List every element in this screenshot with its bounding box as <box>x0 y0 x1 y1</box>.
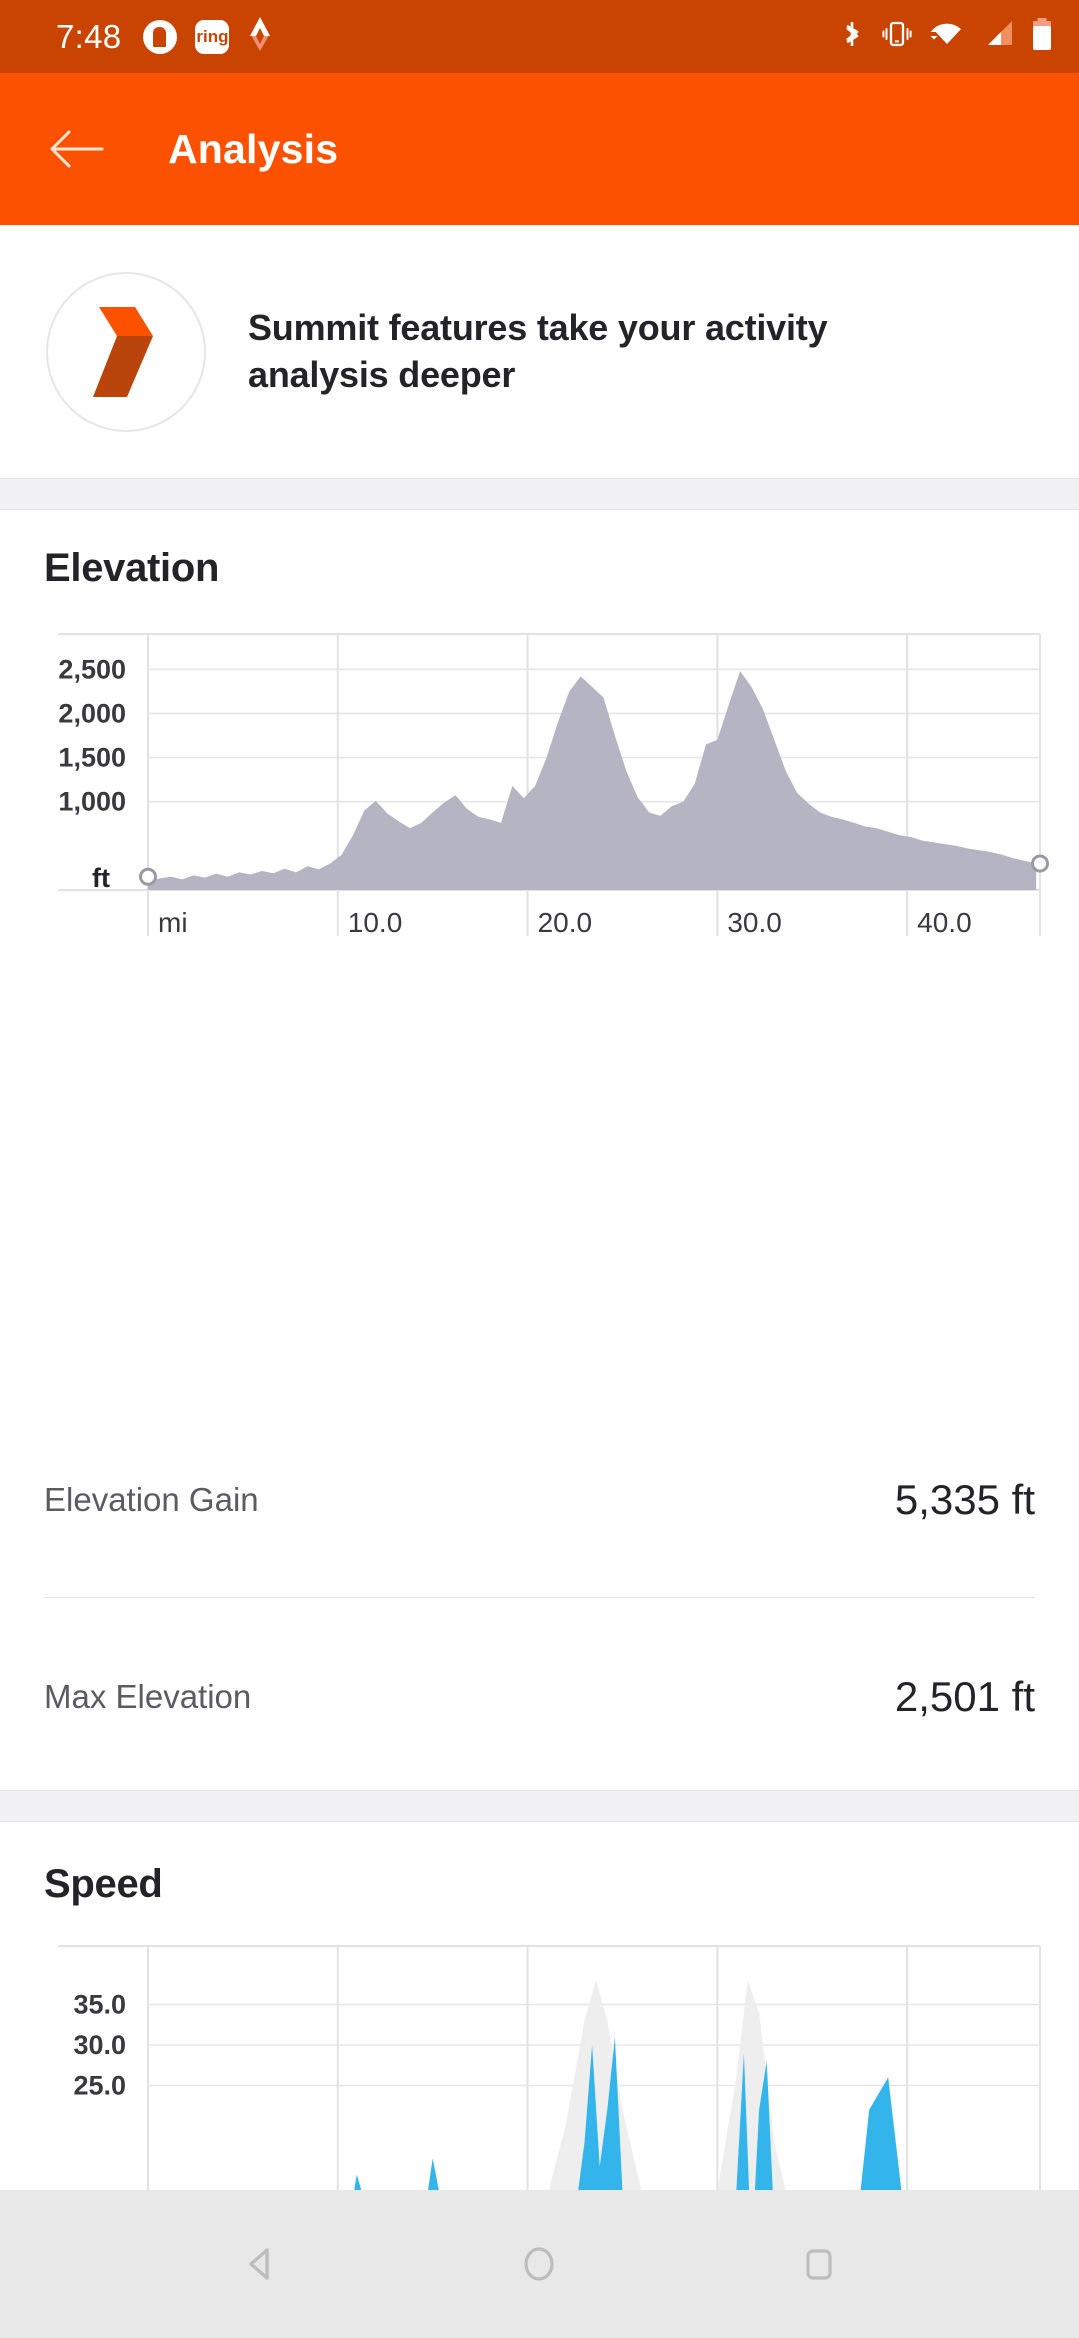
svg-text:30.0: 30.0 <box>727 907 782 938</box>
summit-chevron-icon <box>93 306 153 397</box>
speed-section-title: Speed <box>44 1862 163 1906</box>
recents-square-icon <box>806 2249 832 2280</box>
svg-text:1,000: 1,000 <box>58 787 126 817</box>
page-title: Analysis <box>168 125 339 172</box>
svg-text:10.0: 10.0 <box>348 907 403 938</box>
arrow-left-icon <box>50 130 104 168</box>
stat-value: 2,501 ft <box>894 1673 1035 1720</box>
nav-home-button[interactable] <box>479 2242 599 2286</box>
svg-text:ft: ft <box>92 863 110 893</box>
stat-row-max-elevation: Max Elevation 2,501 ft <box>0 1597 1079 1797</box>
elevation-chart[interactable]: 1,000 1,500 2,000 2,500 ft mi 10.0 20.0 30.0 40.0 <box>0 628 1079 968</box>
svg-text:35.0: 35.0 <box>73 1990 126 2020</box>
svg-text:mi: mi <box>158 907 188 938</box>
svg-text:1,500: 1,500 <box>58 743 126 773</box>
svg-text:2,500: 2,500 <box>58 654 126 684</box>
ring-icon: ring <box>195 19 230 54</box>
app-bar: Analysis <box>0 73 1079 225</box>
status-bar-clock: 7:48 <box>56 17 122 55</box>
svg-text:25.0: 25.0 <box>73 2071 126 2101</box>
elevation-chart-svg: 1,000 1,500 2,000 2,500 ft mi 10.0 20.0 30.0 40.0 <box>58 633 1049 938</box>
summit-promo-text: Summit features take your activity analy… <box>248 306 828 395</box>
nav-recents-button[interactable] <box>759 2242 879 2286</box>
stat-label: Max Elevation <box>44 1678 252 1715</box>
status-bar-system-icons <box>839 17 1053 56</box>
svg-text:30.0: 30.0 <box>73 2030 126 2060</box>
android-nav-bar <box>0 2190 1079 2338</box>
stat-label: Elevation Gain <box>44 1481 259 1518</box>
battery-icon <box>1031 17 1053 56</box>
section-divider-2 <box>0 1790 1079 1822</box>
bluetooth-icon <box>839 18 865 55</box>
summit-promo-banner[interactable]: Summit features take your activity analy… <box>0 225 1079 478</box>
stat-row-elevation-gain: Elevation Gain 5,335 ft <box>0 1400 1079 1600</box>
status-bar: 7:48 ring <box>0 0 1079 73</box>
wifi-icon <box>929 19 965 54</box>
cell-signal-icon <box>982 19 1014 54</box>
elevation-section-title: Elevation <box>44 546 220 590</box>
back-triangle-icon <box>249 2248 269 2280</box>
svg-text:2,000: 2,000 <box>58 698 126 728</box>
speed-chart[interactable]: 35.0 30.0 25.0 <box>0 1940 1079 2190</box>
svg-text:20.0: 20.0 <box>538 907 593 938</box>
stat-value: 5,335 ft <box>894 1476 1035 1523</box>
back-button[interactable] <box>26 127 126 171</box>
speed-chart-svg: 35.0 30.0 25.0 <box>58 1945 1041 2190</box>
strava-icon <box>247 17 277 56</box>
nav-back-button[interactable] <box>200 2242 320 2286</box>
svg-text:40.0: 40.0 <box>917 907 972 938</box>
home-circle-icon <box>524 2247 555 2281</box>
status-bar-notification-icons: ring <box>143 17 277 56</box>
summit-badge <box>46 271 206 432</box>
pandora-icon <box>143 19 178 54</box>
stat-divider <box>44 1597 1035 1598</box>
vibrate-icon <box>882 18 912 55</box>
section-divider-1 <box>0 478 1079 510</box>
